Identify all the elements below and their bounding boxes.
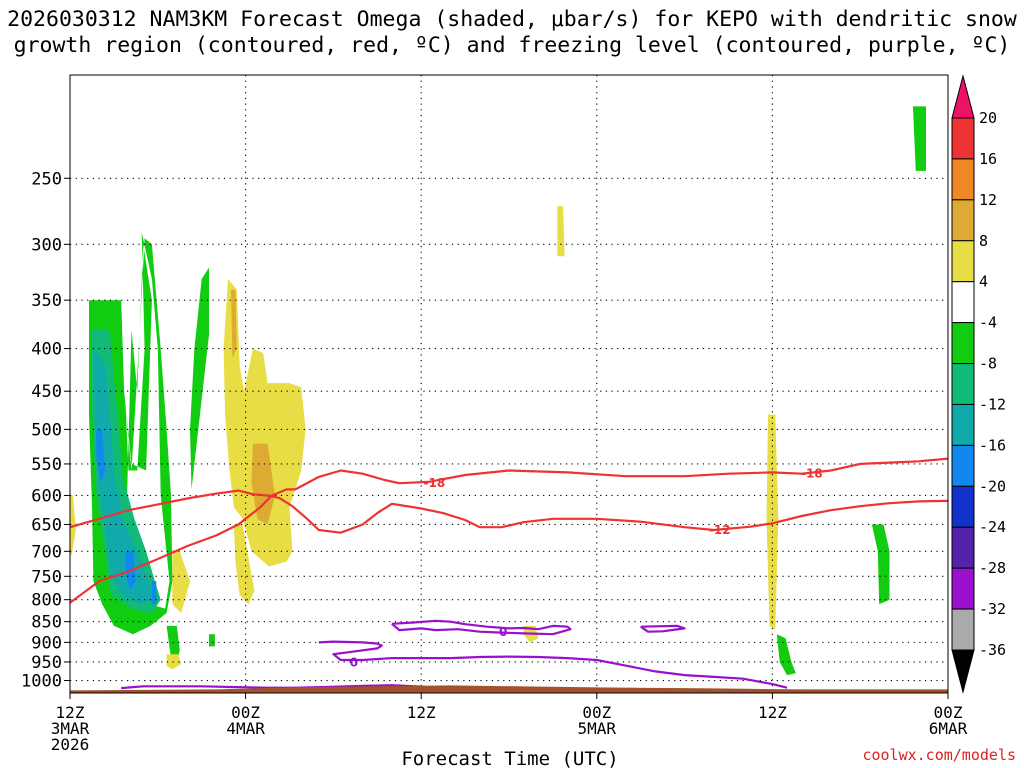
y-tick-label: 1000 xyxy=(21,672,62,692)
colorbar-label: 20 xyxy=(979,109,997,127)
x-tick-label: 00Z xyxy=(582,703,611,722)
colorbar-swatch xyxy=(951,240,975,283)
colorbar-label: -16 xyxy=(979,436,1006,454)
colorbar-label: 4 xyxy=(979,273,988,291)
omega-region-5 xyxy=(871,524,890,605)
omega-region-1 xyxy=(190,267,209,490)
omega-region-8 xyxy=(93,348,154,605)
colorbar-swatch xyxy=(951,403,975,446)
y-tick-label: 650 xyxy=(31,515,62,535)
x-tick-label: 12Z xyxy=(407,703,436,722)
colorbar-swatch xyxy=(951,199,975,242)
y-tick-label: 550 xyxy=(31,455,62,475)
colorbar-swatch xyxy=(951,567,975,610)
colorbar-swatch xyxy=(951,444,975,487)
x-tick-label: 3MAR xyxy=(51,719,90,738)
colorbar-label: 12 xyxy=(979,191,997,209)
x-tick-label: 6MAR xyxy=(929,719,968,738)
x-tick-label: 4MAR xyxy=(226,719,265,738)
y-tick-label: 500 xyxy=(31,420,62,440)
y-tick-label: 450 xyxy=(31,382,62,402)
colorbar-swatch xyxy=(951,485,975,528)
omega-region-2 xyxy=(166,625,180,662)
gridlines xyxy=(70,75,948,693)
omega-region-13 xyxy=(233,524,255,605)
x-tick-label: 5MAR xyxy=(578,719,617,738)
plot-area: -18 -18 -12 0 0 xyxy=(69,74,949,694)
x-tick-label: 12Z xyxy=(758,703,787,722)
colorbar-label: -20 xyxy=(979,477,1006,495)
colorbar-label: -24 xyxy=(979,518,1006,536)
plot-frame xyxy=(69,74,949,694)
colorbar-label: -36 xyxy=(979,641,1006,659)
colorbar-label: -12 xyxy=(979,395,1006,413)
colorbar-label: -8 xyxy=(979,355,997,373)
omega-region-11 xyxy=(151,581,157,605)
omega-region-22 xyxy=(231,289,237,358)
dgz-contour-0 xyxy=(70,457,948,604)
x-axis-label: Forecast Time (UTC) xyxy=(401,748,618,768)
y-tick-label: 750 xyxy=(31,567,62,587)
dgz-contour-label: -12 xyxy=(709,523,731,537)
colorbar-swatch xyxy=(951,608,975,651)
colorbar-label: 16 xyxy=(979,150,997,168)
omega-region-9 xyxy=(96,429,106,484)
colorbar-label: -32 xyxy=(979,600,1006,618)
colorbar-swatch xyxy=(951,117,975,160)
freezing-level-contour-1 xyxy=(318,640,788,689)
colorbar-swatch xyxy=(951,158,975,201)
freezing-level-contour-label: 0 xyxy=(499,625,507,639)
y-tick-label: 900 xyxy=(31,633,62,653)
credit-text: coolwx.com/models xyxy=(862,746,1016,764)
omega-region-6 xyxy=(912,106,926,171)
y-tick-label: 250 xyxy=(31,169,62,189)
colorbar-label: 8 xyxy=(979,232,988,250)
dgz-contour-label: -18 xyxy=(801,467,823,481)
colorbar-top-arrow xyxy=(951,74,975,119)
colorbar-swatch xyxy=(951,322,975,365)
y-tick-label: 600 xyxy=(31,486,62,506)
freezing-level-contour-3 xyxy=(640,624,686,633)
colorbar-label: -4 xyxy=(979,314,997,332)
y-tick-label: 350 xyxy=(31,291,62,311)
x-tick-label: 00Z xyxy=(231,703,260,722)
y-axis-ticks: 2503003504004505005506006507007508008509… xyxy=(21,169,70,692)
dgz-contour-1 xyxy=(70,489,948,534)
colorbar-swatch xyxy=(951,526,975,569)
y-tick-label: 850 xyxy=(31,613,62,633)
chart-title-line-1: 2026030312 NAM3KM Forecast Omega (shaded… xyxy=(7,7,1017,32)
colorbar-label: -28 xyxy=(979,559,1006,577)
y-tick-label: 700 xyxy=(31,542,62,562)
freezing-level-contour-0 xyxy=(391,619,572,636)
omega-region-18 xyxy=(557,206,565,257)
x-tick-label: 00Z xyxy=(934,703,963,722)
colorbar-swatch xyxy=(951,363,975,405)
y-tick-label: 800 xyxy=(31,591,62,611)
omega-region-4 xyxy=(776,634,796,676)
terrain-layer xyxy=(70,685,948,693)
colorbar-bottom-arrow xyxy=(951,649,975,694)
freezing-level-contour-label: 0 xyxy=(350,656,358,670)
omega-region-21 xyxy=(251,443,275,525)
x-tick-label: 12Z xyxy=(56,703,85,722)
colorbar: 20 16 12 8 4 -4 -8 -12 -16 -20 -24 -28 -32 -36 xyxy=(951,74,1006,694)
omega-region-14 xyxy=(172,551,190,613)
omega-region-3 xyxy=(209,634,215,647)
dgz-contour-label: -18 xyxy=(424,476,446,490)
chart-title-line-2: growth region (contoured, red, ºC) and f… xyxy=(14,33,1011,58)
y-tick-label: 300 xyxy=(31,235,62,255)
x-tick-label: 2026 xyxy=(51,735,90,754)
terrain-surface xyxy=(70,685,948,693)
y-tick-label: 400 xyxy=(31,340,62,360)
omega-region-15 xyxy=(166,654,182,670)
y-tick-label: 950 xyxy=(31,653,62,673)
colorbar-swatch xyxy=(951,281,975,324)
omega-shading-layer xyxy=(70,106,926,676)
temperature-contours-layer: -18 -18 -12 0 0 xyxy=(70,457,948,690)
